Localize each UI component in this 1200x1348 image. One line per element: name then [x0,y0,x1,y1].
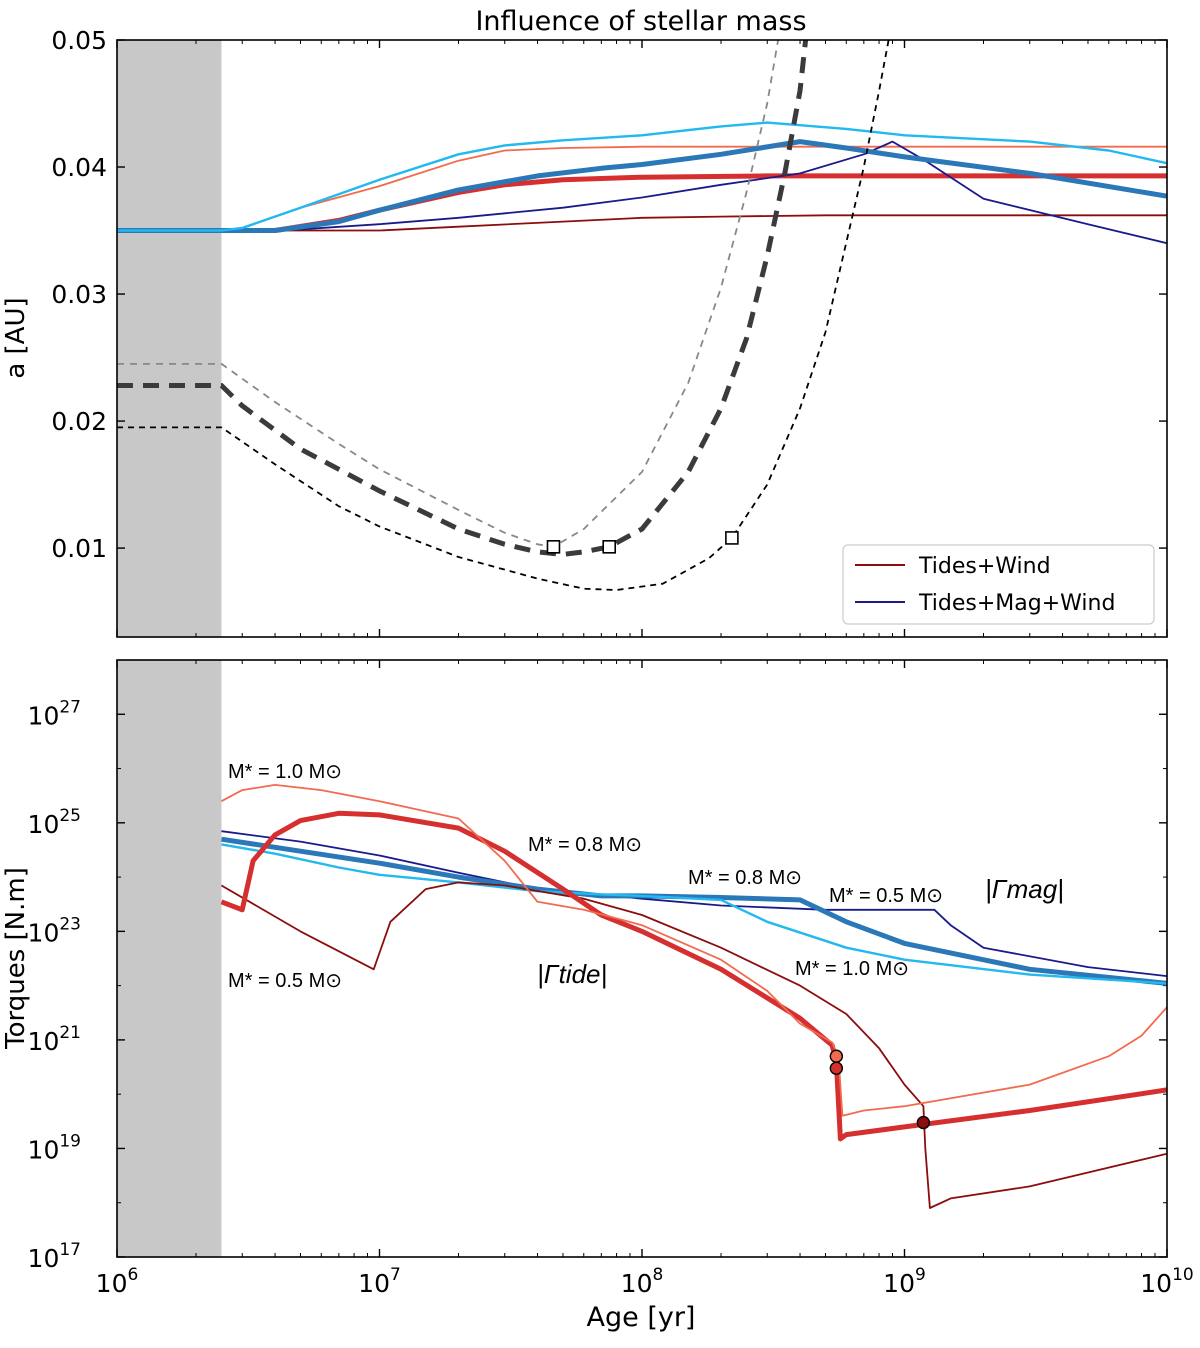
top-y-tick-label: 0.02 [51,407,107,436]
bottom-series-group [220,784,1167,1209]
bottom-y-tick-label: 1027 [28,697,81,730]
legend-label-tides-mag-wind: Tides+Mag+Wind [918,591,1115,616]
annotation-gamma-mag: |Γmag| [985,874,1064,904]
top-series-8 [117,40,890,591]
bottom-axes-frame [116,659,1168,1258]
top-axis-ticks: 0.01 0.02 0.03 0.04 0.05 [51,26,1168,637]
top-ylabel: a [AU] [1,297,31,378]
top-y-tick-label: 0.03 [51,280,107,309]
bottom-y-tick-label: 1023 [28,914,81,947]
annotation-m05-mag: M* = 0.5 M⊙ [829,885,943,907]
bottom-y-tick-label: 1017 [28,1240,81,1273]
x-tick-label: 109 [883,1265,926,1298]
top-shaded-region [117,40,222,637]
bottom-marker-circle-2 [916,1115,931,1130]
annotation-m08-mag: M* = 0.8 M⊙ [688,867,802,889]
legend-label-tides-wind: Tides+Wind [918,554,1051,579]
top-y-tick-label: 0.04 [51,153,107,182]
x-tick-label: 107 [358,1265,401,1298]
legend-box [842,544,1155,625]
bottom-series-1 [221,836,1167,986]
top-marker-square-0 [546,540,561,554]
top-series-5 [117,121,1167,232]
bottom-marker-circle-1 [829,1061,844,1075]
bottom-y-tick-label: 1019 [28,1131,81,1164]
x-tick-label: 108 [621,1265,664,1298]
bottom-y-tick-label: 1021 [28,1023,81,1056]
bottom-y-tick-label: 1025 [28,806,81,839]
bottom-xlabel: Age [yr] [587,1302,696,1333]
top-y-tick-label: 0.05 [51,26,107,55]
top-series-3 [117,140,1167,245]
annotation-m05-tide: M* = 0.5 M⊙ [228,970,342,992]
x-tick-label: 1010 [1140,1265,1193,1298]
legend: Tides+Wind Tides+Mag+Wind [842,544,1155,625]
bottom-shaded-region [117,660,222,1257]
top-marker-square-2 [725,531,739,545]
top-markers-group [546,531,739,554]
annotations: M* = 1.0 M⊙ M* = 0.8 M⊙ M* = 0.5 M⊙ M* =… [228,761,1064,992]
top-y-tick-label: 0.01 [51,534,107,563]
top-series-group [117,40,1167,591]
x-tick-label: 106 [96,1265,139,1298]
annotation-m08-tide: M* = 0.8 M⊙ [528,834,642,856]
bottom-series-5 [221,784,1167,1117]
bottom-markers-group [829,1049,931,1130]
annotation-gamma-tide: |Γtide| [537,959,607,989]
top-series-1 [117,173,1167,233]
bottom-ylabel: Torques [N.m] [1,867,31,1050]
annotation-m10-mag: M* = 1.0 M⊙ [795,958,909,980]
chart-title: Influence of stellar mass [475,6,806,37]
bottom-marker-circle-0 [829,1049,844,1063]
top-series-4 [117,139,1167,233]
bottom-series-3 [221,881,1167,1209]
top-marker-square-1 [602,540,617,554]
bottom-series-2 [221,843,1167,985]
top-series-6 [117,40,779,548]
bottom-series-0 [221,830,1167,977]
top-axes-frame [116,39,1168,638]
annotation-m10-tide: M* = 1.0 M⊙ [228,761,342,783]
